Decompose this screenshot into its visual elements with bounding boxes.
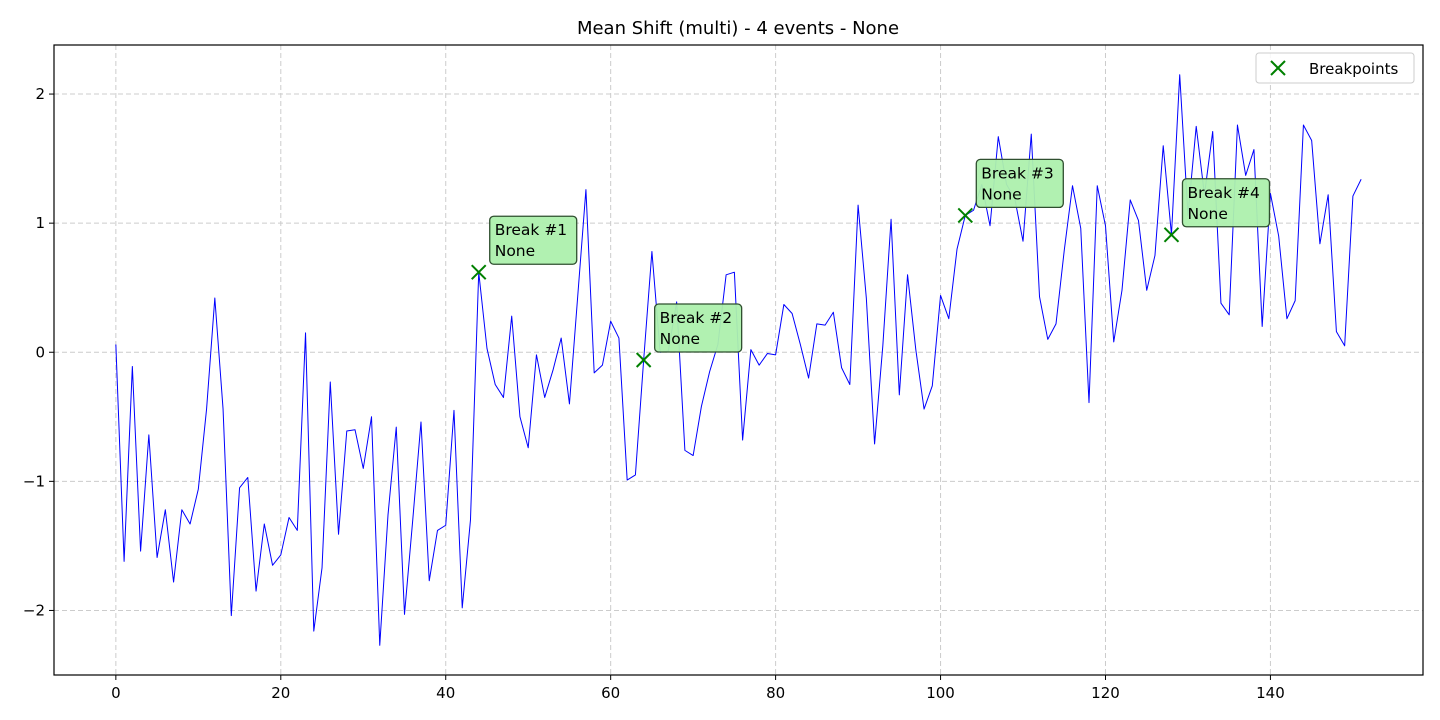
annotation-title: Break #3	[981, 164, 1053, 182]
x-tick-label: 60	[601, 684, 620, 702]
annotation-value: None	[1187, 205, 1227, 223]
breakpoint-marker	[1163, 227, 1180, 243]
annotation-box	[975, 158, 1064, 209]
annotation-title: Break #4	[1187, 184, 1259, 202]
plot-frame	[53, 44, 1424, 676]
y-tick-label: −2	[23, 601, 45, 619]
x-tick-label: 20	[271, 684, 290, 702]
x-tick-label: 0	[111, 684, 121, 702]
y-tick-label: 2	[35, 85, 45, 103]
x-tick-label: 140	[1256, 684, 1285, 702]
legend-label-breakpoints: Breakpoints	[1309, 60, 1398, 78]
x-tick-label: 40	[436, 684, 455, 702]
breakpoint-annotation: Break #3 None	[975, 158, 1064, 209]
series-layer	[115, 74, 1362, 646]
breakpoint-marker	[471, 264, 487, 280]
y-tick-label: 1	[35, 214, 45, 232]
annotation-value: None	[981, 185, 1021, 203]
y-tick-label: 0	[35, 343, 45, 361]
x-tick-label: 80	[766, 684, 785, 702]
annotation-box	[654, 303, 743, 353]
x-tick-label: 100	[926, 684, 955, 702]
axis-ticks: 0 20 40 60 80 100 120 140 −2 −1 0 1 2	[23, 85, 1285, 702]
series-line	[115, 74, 1362, 646]
breakpoint-annotation: Break #1 None	[489, 215, 578, 265]
breakpoint-markers	[471, 207, 1180, 368]
breakpoint-marker	[635, 352, 652, 368]
legend: Breakpoints	[1255, 52, 1415, 84]
breakpoint-marker	[957, 207, 973, 224]
y-tick-label: −1	[23, 472, 45, 490]
annotation-value: None	[660, 330, 700, 348]
annotation-box	[1181, 178, 1271, 228]
annotation-title: Break #1	[495, 221, 567, 239]
x-tick-label: 120	[1091, 684, 1120, 702]
breakpoint-annotation: Break #2 None	[654, 303, 743, 353]
breakpoint-marker-stroke	[635, 352, 652, 368]
legend-box	[1255, 52, 1415, 84]
breakpoint-marker-stroke	[1163, 227, 1180, 243]
annotation-title: Break #2	[660, 309, 732, 327]
breakpoint-marker-stroke	[471, 264, 487, 280]
annotation-value: None	[495, 242, 535, 260]
legend-marker-icon	[1270, 60, 1286, 76]
grid-lines	[54, 45, 1423, 675]
annotation-box	[489, 215, 578, 265]
breakpoint-marker-stroke	[957, 207, 973, 224]
breakpoint-annotation: Break #4 None	[1181, 178, 1271, 228]
chart-title: Mean Shift (multi) - 4 events - None	[577, 18, 899, 39]
